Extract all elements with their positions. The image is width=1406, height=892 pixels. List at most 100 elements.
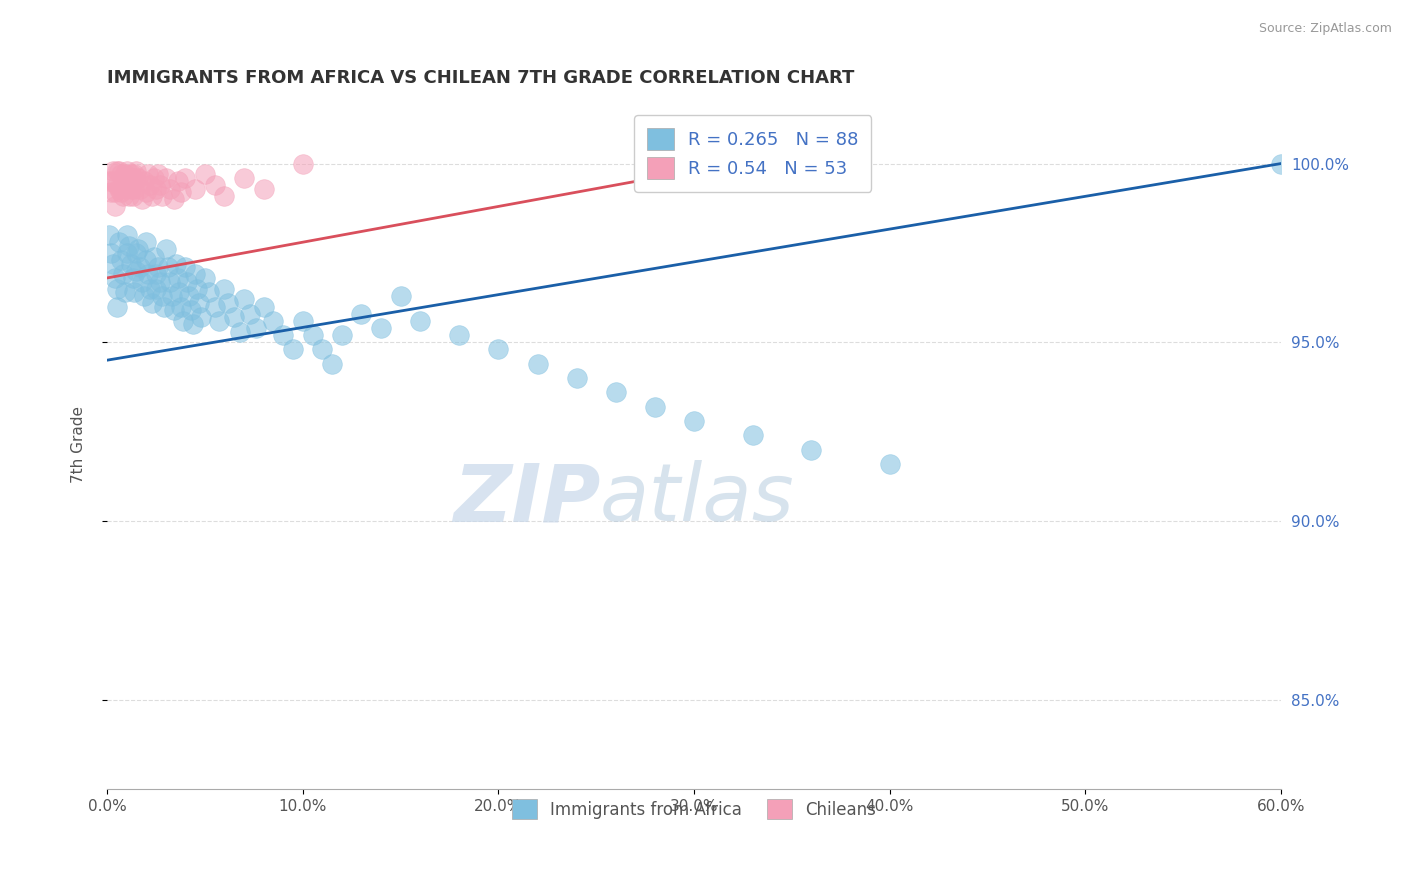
Point: [188, 296, 211, 310]
Point: [389, 289, 412, 303]
Point: [156, 260, 179, 275]
Point: [139, 178, 162, 192]
Point: [198, 285, 221, 300]
Point: [135, 253, 157, 268]
Point: [229, 325, 252, 339]
Point: [98, 228, 121, 243]
Point: [125, 246, 148, 260]
Point: [204, 178, 226, 192]
Point: [105, 282, 128, 296]
Point: [143, 170, 166, 185]
Point: [526, 357, 548, 371]
Point: [409, 314, 432, 328]
Point: [129, 260, 152, 275]
Point: [114, 167, 136, 181]
Point: [127, 170, 149, 185]
Point: [155, 243, 177, 257]
Point: [214, 282, 236, 296]
Point: [115, 163, 138, 178]
Point: [134, 289, 156, 303]
Point: [683, 414, 706, 428]
Text: ZIP: ZIP: [453, 460, 600, 539]
Point: [104, 199, 127, 213]
Point: [131, 192, 153, 206]
Point: [108, 235, 131, 250]
Point: [141, 296, 163, 310]
Point: [214, 188, 236, 202]
Point: [114, 285, 136, 300]
Point: [124, 167, 146, 181]
Point: [172, 314, 194, 328]
Point: [159, 275, 181, 289]
Point: [117, 170, 139, 185]
Point: [174, 260, 197, 275]
Point: [150, 289, 173, 303]
Point: [104, 185, 127, 199]
Point: [311, 343, 333, 357]
Point: [160, 289, 183, 303]
Point: [135, 235, 157, 250]
Point: [166, 174, 188, 188]
Y-axis label: 7th Grade: 7th Grade: [72, 406, 86, 483]
Point: [141, 188, 163, 202]
Point: [194, 271, 217, 285]
Point: [252, 181, 274, 195]
Point: [114, 181, 136, 195]
Point: [204, 300, 226, 314]
Point: [176, 275, 198, 289]
Point: [111, 268, 134, 282]
Point: [145, 282, 167, 296]
Point: [127, 243, 149, 257]
Point: [117, 188, 139, 202]
Point: [105, 178, 128, 192]
Legend: Immigrants from Africa, Chileans: Immigrants from Africa, Chileans: [499, 786, 890, 832]
Point: [150, 188, 173, 202]
Point: [245, 321, 267, 335]
Point: [153, 300, 176, 314]
Point: [291, 314, 314, 328]
Point: [145, 181, 167, 195]
Point: [101, 163, 124, 178]
Point: [110, 185, 132, 199]
Point: [136, 268, 159, 282]
Point: [115, 246, 138, 260]
Point: [149, 275, 172, 289]
Point: [146, 167, 169, 181]
Point: [98, 174, 121, 188]
Point: [565, 371, 588, 385]
Point: [262, 314, 284, 328]
Point: [139, 282, 162, 296]
Point: [100, 246, 122, 260]
Point: [169, 285, 191, 300]
Point: [121, 271, 143, 285]
Point: [121, 170, 143, 185]
Point: [136, 167, 159, 181]
Point: [486, 343, 509, 357]
Point: [162, 303, 184, 318]
Point: [115, 178, 138, 192]
Point: [186, 282, 208, 296]
Point: [120, 181, 142, 195]
Point: [120, 257, 142, 271]
Point: [129, 181, 152, 195]
Point: [145, 268, 167, 282]
Point: [108, 163, 131, 178]
Point: [101, 174, 124, 188]
Point: [155, 170, 177, 185]
Point: [125, 163, 148, 178]
Point: [105, 163, 128, 178]
Point: [121, 188, 143, 202]
Point: [217, 296, 239, 310]
Point: [105, 300, 128, 314]
Point: [224, 310, 246, 325]
Point: [252, 300, 274, 314]
Point: [194, 167, 217, 181]
Point: [190, 310, 212, 325]
Point: [741, 428, 763, 442]
Point: [800, 442, 823, 457]
Point: [104, 271, 127, 285]
Point: [271, 328, 294, 343]
Point: [321, 357, 343, 371]
Point: [330, 328, 353, 343]
Point: [146, 260, 169, 275]
